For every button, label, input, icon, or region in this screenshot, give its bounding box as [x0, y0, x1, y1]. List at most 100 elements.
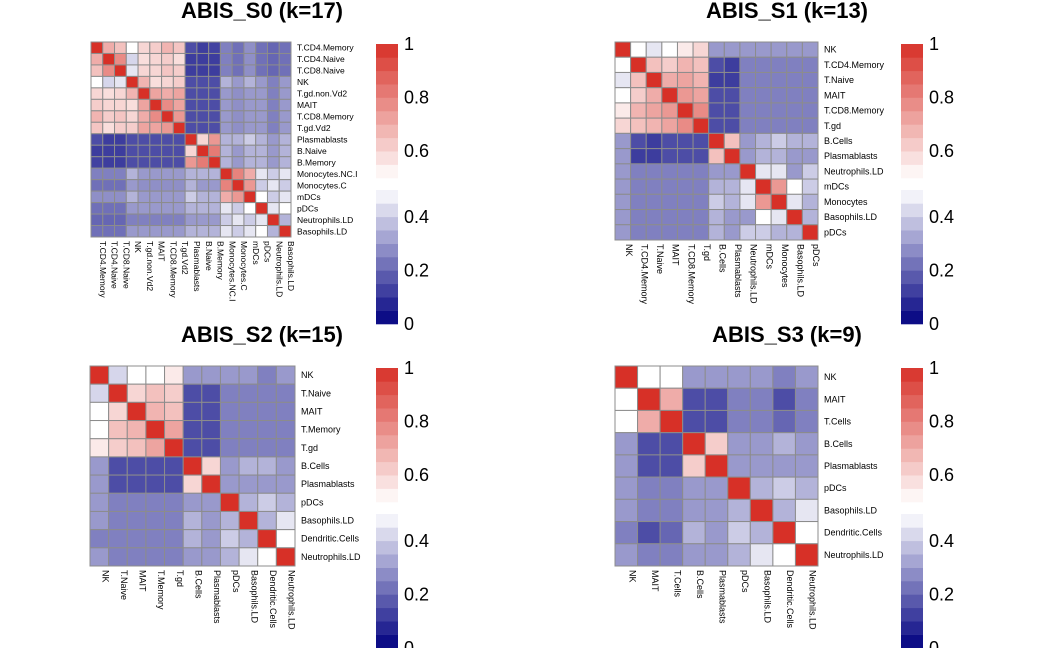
- col-label: MAIT: [157, 241, 167, 261]
- heatmap-cell: [90, 87, 104, 100]
- heatmap-cell: [125, 167, 139, 181]
- col-label: T.CD4.Naive: [110, 241, 120, 289]
- heatmap-panel-2: ABIS_S2 (k=15) NK T.Naive MAIT T.Memory T.gd B…: [89, 322, 429, 648]
- heatmap-cell: [278, 75, 292, 89]
- legend-swatch: [901, 137, 923, 152]
- heatmap-cell: [182, 401, 203, 422]
- heatmap-cell: [278, 41, 292, 54]
- heatmap-cell: [219, 75, 233, 89]
- heatmap-cell: [90, 52, 104, 66]
- heatmap-cell: [278, 52, 292, 66]
- heatmap-cell: [114, 202, 127, 215]
- heatmap-cell: [219, 179, 233, 192]
- heatmap-cell: [201, 420, 221, 440]
- heatmap-cell: [676, 102, 694, 119]
- heatmap-cell: [704, 409, 729, 434]
- heatmap-cell: [145, 456, 166, 476]
- heatmap-cell: [749, 476, 774, 500]
- heatmap-cell: [243, 98, 257, 112]
- heatmap-cell: [749, 498, 774, 523]
- heatmap-cell: [659, 543, 684, 567]
- heatmap-cell: [90, 225, 104, 238]
- heatmap-cell: [786, 193, 803, 211]
- heatmap-cell: [114, 156, 127, 169]
- heatmap-cell: [659, 454, 684, 478]
- heatmap-cell: [243, 110, 257, 123]
- heatmap-cell: [161, 87, 174, 100]
- legend-swatch: [901, 44, 923, 58]
- heatmap-cell: [266, 121, 280, 135]
- heatmap-cell: [219, 383, 240, 403]
- heatmap-cell: [114, 52, 127, 66]
- heatmap-cell: [770, 193, 788, 211]
- heatmap-cell: [630, 209, 647, 226]
- heatmap-cell: [614, 224, 632, 241]
- heatmap-cell: [786, 148, 803, 165]
- heatmap-cell: [727, 498, 751, 523]
- heatmap-cell: [704, 432, 729, 456]
- heatmap-cell: [108, 383, 128, 403]
- heatmap-cell: [755, 56, 772, 73]
- row-label: Neutrophils.LD: [297, 215, 353, 225]
- row-label: NK: [301, 370, 314, 380]
- legend-swatch: [376, 527, 398, 542]
- heatmap-cell: [164, 547, 184, 567]
- heatmap-cell: [208, 167, 221, 181]
- heatmap-cell: [278, 167, 292, 181]
- heatmap-cell: [125, 225, 139, 238]
- heatmap-cell: [196, 225, 210, 238]
- heatmap-cell: [739, 178, 757, 195]
- heatmap-cell: [137, 179, 151, 192]
- heatmap-cell: [243, 156, 257, 169]
- heatmap-cell: [102, 87, 116, 100]
- heatmap-cell: [645, 209, 663, 226]
- heatmap-cell: [164, 438, 184, 458]
- heatmap-cell: [126, 383, 147, 403]
- heatmap-cell: [266, 225, 280, 238]
- legend-tick-label: 0.4: [929, 207, 954, 227]
- heatmap-cell: [89, 547, 110, 567]
- heatmap-cell: [172, 156, 186, 169]
- heatmap-cell: [208, 133, 221, 146]
- heatmap-cell: [708, 87, 725, 104]
- legend-swatch: [376, 257, 398, 271]
- heatmap-cell: [676, 56, 694, 73]
- heatmap-cell: [137, 156, 151, 169]
- heatmap-cell: [102, 64, 116, 77]
- heatmap-cell: [182, 456, 203, 476]
- col-label: T.CD8.Memory: [686, 244, 696, 305]
- row-label: T.Memory: [301, 425, 341, 435]
- heatmap-cell: [219, 52, 233, 66]
- heatmap-cell: [786, 117, 803, 134]
- panel-title: ABIS_S2 (k=15): [181, 322, 343, 347]
- legend-swatch: [901, 634, 923, 648]
- heatmap-cell: [255, 167, 268, 181]
- heatmap-cell: [208, 87, 221, 100]
- heatmap-cell: [231, 52, 245, 66]
- legend-swatch: [901, 435, 923, 449]
- heatmap-cell: [255, 156, 268, 169]
- heatmap-cell: [219, 64, 233, 77]
- legend-tick-label: 0.8: [404, 88, 429, 108]
- heatmap-cell: [201, 438, 221, 458]
- heatmap-cell: [201, 474, 221, 494]
- heatmap-cell: [196, 190, 210, 204]
- heatmap-cell: [770, 87, 788, 104]
- heatmap-cell: [676, 163, 694, 180]
- heatmap-cell: [90, 75, 104, 89]
- heatmap-cell: [137, 144, 151, 158]
- heatmap-cell: [149, 225, 163, 238]
- heatmap-cell: [630, 71, 647, 89]
- heatmap-cell: [238, 474, 259, 494]
- heatmap-cell: [255, 75, 268, 89]
- heatmap-cell: [704, 387, 729, 411]
- row-label: pDCs: [824, 483, 847, 493]
- heatmap-cell: [108, 365, 128, 385]
- heatmap-cell: [275, 547, 296, 567]
- heatmap-cell: [257, 492, 277, 512]
- heatmap-cell: [125, 190, 139, 204]
- heatmap-cell: [266, 190, 280, 204]
- heatmap-cell: [243, 144, 257, 158]
- legend-tick-label: 0.8: [929, 88, 954, 108]
- row-label: T.gd: [301, 443, 318, 453]
